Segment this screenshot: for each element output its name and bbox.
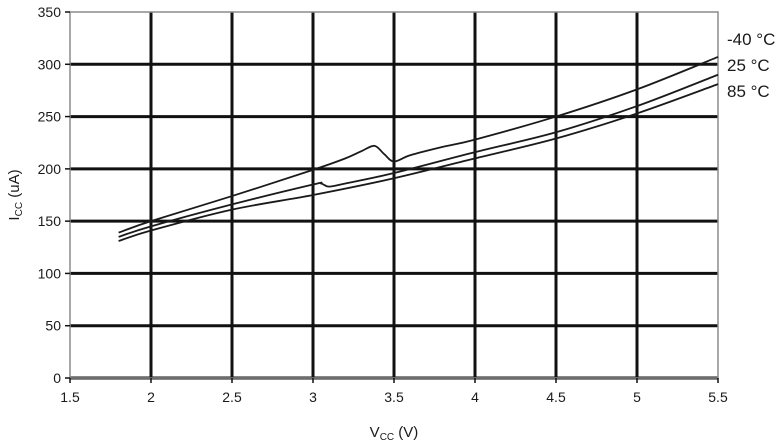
x-tick-label: 2 — [147, 389, 155, 405]
y-axis-label-unit: (uA) — [6, 169, 23, 202]
legend-label: 85 °C — [727, 82, 770, 101]
y-tick-label: 0 — [53, 370, 61, 386]
x-axis-label-main: V — [370, 424, 380, 441]
x-tick-label: 3.5 — [384, 389, 404, 405]
legend-label: 25 °C — [727, 56, 770, 75]
x-tick-label: 5 — [633, 389, 641, 405]
y-tick-label: 100 — [38, 265, 62, 281]
series-line-0 — [118, 56, 719, 234]
y-tick-label: 50 — [45, 318, 61, 334]
legend-label: -40 °C — [727, 30, 775, 49]
x-tick-labels: 1.5 2 2.5 3 3.5 4 4.5 5 5.5 — [60, 378, 728, 405]
y-tick-label: 300 — [38, 56, 62, 72]
y-axis-label-sub: CC — [14, 202, 25, 216]
x-axis-label: VCC (V) — [370, 424, 419, 443]
x-tick-label: 5.5 — [708, 389, 728, 405]
y-tick-label: 250 — [38, 109, 62, 125]
series-group — [118, 56, 719, 242]
y-axis-label-main: I — [6, 216, 23, 220]
x-axis-label-unit: (V) — [394, 424, 418, 441]
x-axis-label-sub: CC — [380, 432, 394, 443]
x-tick-label: 2.5 — [222, 389, 242, 405]
x-tick-label: 4.5 — [546, 389, 566, 405]
series-line-1 — [118, 73, 719, 238]
y-tick-label: 200 — [38, 161, 62, 177]
x-tick-label: 3 — [309, 389, 317, 405]
x-tick-label: 4 — [471, 389, 479, 405]
x-tick-label: 1.5 — [60, 389, 80, 405]
y-tick-label: 150 — [38, 213, 62, 229]
series-line-2 — [118, 83, 719, 242]
grid — [70, 12, 718, 380]
y-tick-label: 350 — [38, 4, 62, 20]
y-axis-label: ICC (uA) — [6, 169, 25, 220]
legend: -40 °C 25 °C 85 °C — [727, 30, 775, 101]
y-tick-labels: 0 50 100 150 200 250 300 350 — [38, 4, 70, 386]
